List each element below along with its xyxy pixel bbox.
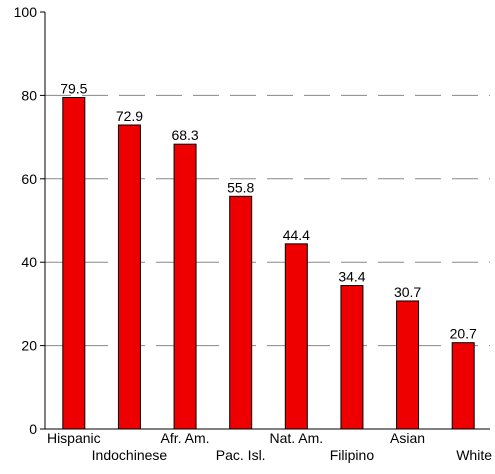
data-label: 34.4	[338, 269, 365, 285]
y-tick-label-20: 20	[21, 338, 37, 354]
category-label: Hispanic	[47, 430, 101, 446]
y-tick-label-40: 40	[21, 254, 37, 270]
data-label: 55.8	[227, 179, 254, 195]
category-label: Filipino	[330, 447, 375, 463]
bar-asian	[396, 300, 420, 430]
data-label: 72.9	[116, 108, 143, 124]
data-label: 30.7	[394, 284, 421, 300]
category-label: Indochinese	[92, 447, 168, 463]
data-labels: 79.5 72.9 68.3 55.8 44.4 34.4 30.7 20.7	[60, 80, 477, 341]
y-tick-label-100: 100	[14, 4, 38, 20]
grid-lines	[45, 94, 490, 347]
bar-white	[451, 342, 475, 430]
bar-pac-isl	[229, 195, 253, 430]
data-label: 79.5	[60, 80, 87, 96]
data-label: 68.3	[171, 127, 198, 143]
bars	[62, 96, 475, 430]
category-label: Afr. Am.	[161, 430, 210, 446]
bar-hispanic	[62, 96, 86, 430]
y-tick-label-0: 0	[29, 421, 37, 437]
y-tick-label-60: 60	[21, 171, 37, 187]
bar-nat-am	[284, 243, 308, 430]
axes	[44, 12, 490, 430]
y-axis-ticks: 0 20 40 60 80 100	[14, 4, 45, 437]
bar-filipino	[340, 285, 364, 430]
category-label: Nat. Am.	[269, 430, 323, 446]
category-label: White	[456, 447, 492, 463]
category-label: Pac. Isl.	[216, 447, 266, 463]
category-label: Asian	[390, 430, 425, 446]
data-label: 20.7	[450, 326, 477, 342]
y-tick-label-80: 80	[21, 87, 37, 103]
data-label: 44.4	[283, 227, 310, 243]
bar-indochinese	[117, 124, 141, 430]
bar-afr-am	[173, 143, 197, 430]
